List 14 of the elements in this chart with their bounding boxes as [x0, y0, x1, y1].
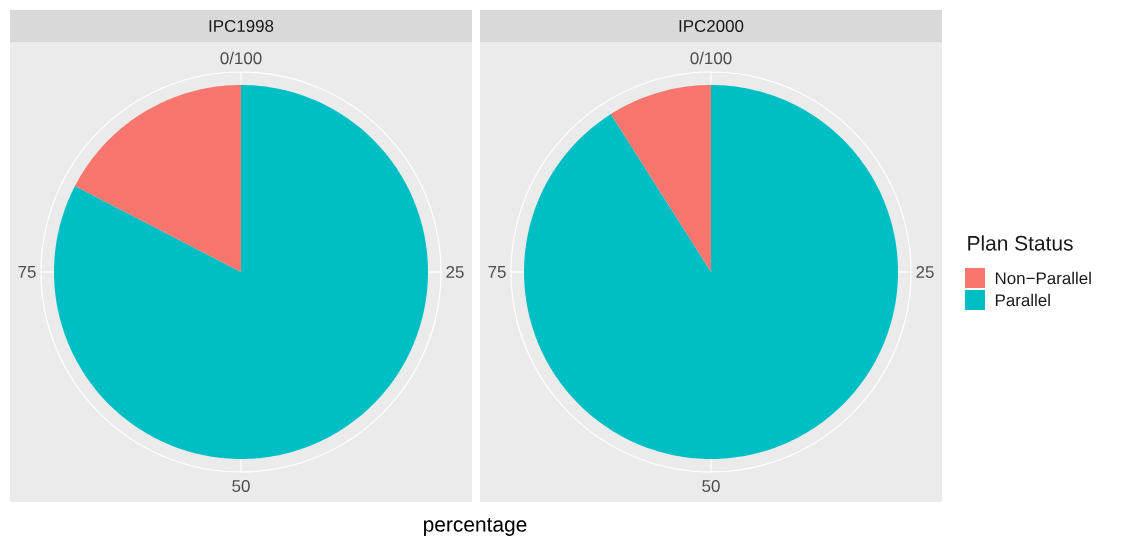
text: percentage [424, 518, 527, 536]
text: 75 [18, 266, 36, 278]
text: 50 [232, 479, 250, 492]
text: 25 [446, 265, 464, 278]
text: 50 [702, 479, 720, 492]
chart-title: IPC1998 [209, 19, 274, 32]
chart-title: IPC2000 [679, 19, 744, 32]
legend-label: Parallel [995, 293, 1050, 307]
text: 25 [916, 265, 934, 278]
text: 75 [488, 266, 506, 278]
text: 0/100 [220, 51, 262, 65]
text: 0/100 [690, 51, 732, 65]
legend-title: Plan Status [968, 235, 1073, 251]
legend-label: Non−Parallel [995, 271, 1091, 285]
